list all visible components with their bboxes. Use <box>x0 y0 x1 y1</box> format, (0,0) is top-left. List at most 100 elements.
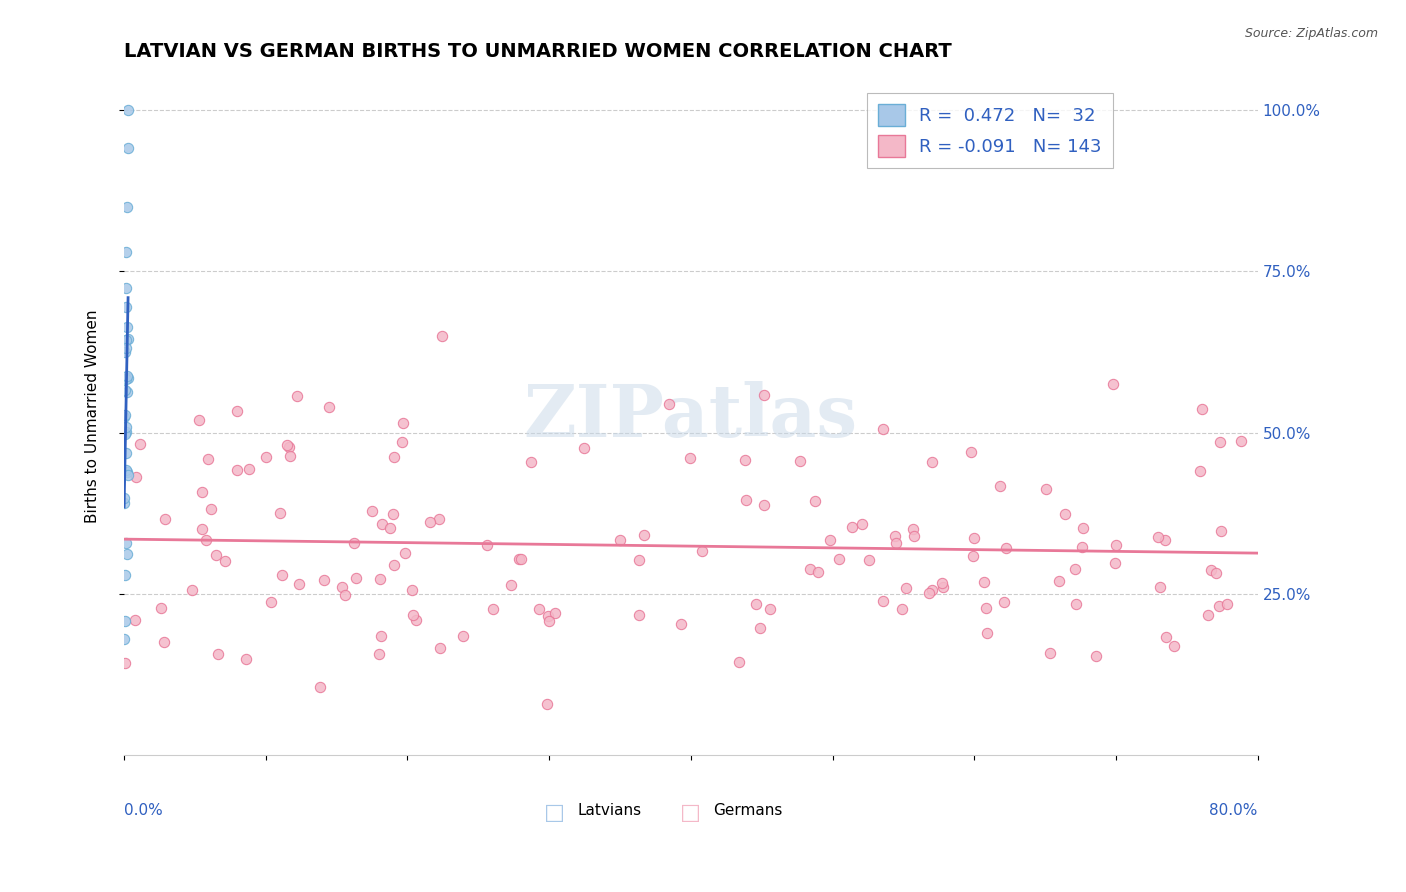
Point <box>112 491 135 505</box>
Point <box>191 484 214 499</box>
Point <box>748 621 770 635</box>
Point <box>115 385 138 400</box>
Point <box>1216 597 1239 611</box>
Point <box>962 549 984 563</box>
Point <box>510 551 533 566</box>
Point <box>963 531 986 545</box>
Point <box>125 469 148 483</box>
Point <box>214 554 236 568</box>
Point <box>114 427 136 442</box>
Point <box>238 462 260 476</box>
Point <box>1189 464 1212 478</box>
Point <box>270 567 292 582</box>
Point <box>115 319 138 334</box>
Point <box>115 463 138 477</box>
Point <box>117 103 139 117</box>
Point <box>343 536 366 550</box>
Point <box>288 577 311 591</box>
Point <box>1154 630 1177 644</box>
Point <box>114 408 136 422</box>
Point <box>330 581 353 595</box>
Point <box>744 598 766 612</box>
Point <box>1197 607 1219 622</box>
Point <box>194 533 217 548</box>
Point <box>378 521 401 535</box>
Point <box>276 438 298 452</box>
Point <box>841 520 863 534</box>
Point <box>117 332 139 346</box>
Point <box>884 536 907 550</box>
Point <box>1201 563 1223 577</box>
Point <box>482 602 505 616</box>
Point <box>117 371 139 385</box>
Point <box>903 529 925 543</box>
Point <box>527 602 550 616</box>
Point <box>475 538 498 552</box>
Point <box>789 454 811 468</box>
Legend: R =  0.472   N=  32, R = -0.091   N= 143: R = 0.472 N= 32, R = -0.091 N= 143 <box>868 94 1112 169</box>
Point <box>974 601 997 615</box>
Point <box>995 541 1018 556</box>
Point <box>117 140 139 154</box>
Point <box>344 571 367 585</box>
Point <box>115 465 138 479</box>
Point <box>318 401 340 415</box>
Point <box>368 647 391 661</box>
Point <box>827 552 849 566</box>
Point <box>818 533 841 547</box>
Point <box>405 613 427 627</box>
Point <box>226 463 249 477</box>
Point <box>391 434 413 449</box>
Point <box>1104 556 1126 570</box>
Point <box>536 608 558 623</box>
Point <box>278 440 301 454</box>
Point <box>1149 580 1171 594</box>
Point <box>627 607 650 622</box>
Point <box>1205 566 1227 580</box>
Point <box>1071 521 1094 535</box>
Point <box>308 680 330 694</box>
Point <box>804 494 827 508</box>
Point <box>361 504 384 518</box>
Point <box>115 446 138 460</box>
Point <box>1208 599 1230 613</box>
Point <box>371 517 394 532</box>
Point <box>1147 530 1170 544</box>
Point <box>112 410 135 425</box>
Point <box>1209 434 1232 449</box>
Point <box>152 634 174 648</box>
Point <box>368 572 391 586</box>
Point <box>669 617 692 632</box>
Point <box>402 607 425 622</box>
Point <box>633 528 655 542</box>
Point <box>115 368 138 383</box>
Point <box>188 413 211 427</box>
Point <box>269 506 291 520</box>
Point <box>921 583 943 598</box>
Point <box>1163 639 1185 653</box>
Point <box>537 615 560 629</box>
Point <box>124 613 146 627</box>
Point <box>114 656 136 670</box>
Point <box>260 595 283 609</box>
Point <box>129 437 152 451</box>
Point <box>544 606 567 620</box>
Point <box>921 455 943 469</box>
Point <box>851 516 873 531</box>
Point <box>679 451 702 466</box>
Point <box>117 547 139 561</box>
Point <box>1070 540 1092 554</box>
Point <box>314 574 336 588</box>
Point <box>1047 574 1070 589</box>
Point <box>427 512 450 526</box>
Point <box>1053 507 1076 521</box>
Point <box>115 425 138 440</box>
Point <box>690 544 713 558</box>
Point <box>204 548 226 562</box>
Point <box>180 582 202 597</box>
Point <box>254 450 277 464</box>
Point <box>1035 482 1057 496</box>
Point <box>392 416 415 430</box>
Point <box>891 601 914 615</box>
Point <box>1153 533 1175 548</box>
